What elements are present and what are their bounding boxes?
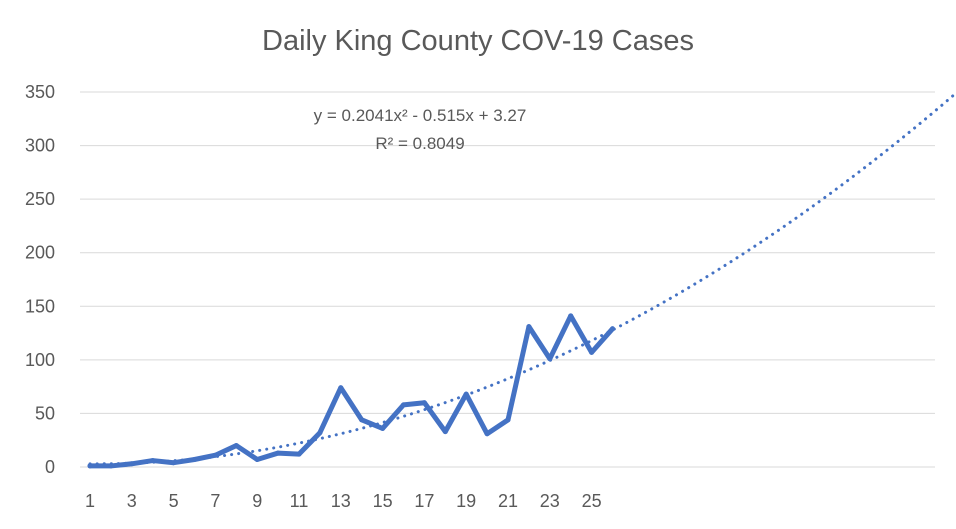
data-point [150,458,156,464]
data-point [610,326,615,332]
chart-title: Daily King County COV-19 Cases [262,25,694,57]
series-layer [87,313,615,469]
x-tick-label: 5 [169,491,179,511]
data-point [317,430,323,436]
x-tick-label: 19 [456,491,476,511]
x-tick-label: 7 [210,491,220,511]
x-tick-label: 11 [290,491,309,511]
y-tick-label: 50 [35,403,55,423]
x-axis-ticks: 1 3 5 7 9 11 13 15 17 19 21 23 25 [85,491,602,511]
data-point [254,457,260,462]
data-point [421,400,427,406]
x-tick-label: 23 [540,491,560,511]
data-point [296,451,302,457]
data-point [568,313,574,319]
data-point [338,385,344,391]
data-point [359,417,365,423]
y-tick-label: 200 [25,243,55,263]
y-tick-label: 150 [25,296,55,316]
gridlines [80,91,935,468]
x-tick-label: 1 [85,491,95,511]
data-point [233,443,239,449]
data-point [505,417,511,423]
data-point [589,349,595,355]
y-tick-label: 350 [25,82,55,102]
data-point [275,450,281,456]
series-line [87,313,615,469]
data-point [171,460,177,466]
trendline-equation: y = 0.2041x² - 0.515x + 3.27 [314,106,527,125]
trendline [88,91,956,466]
x-tick-label: 21 [498,491,518,511]
y-axis-ticks: 0 50 100 150 200 250 300 350 [25,82,55,477]
y-tick-label: 300 [25,136,55,156]
x-tick-label: 13 [331,491,351,511]
data-point [463,391,469,397]
data-point [380,425,386,431]
data-point [192,457,197,462]
y-tick-label: 250 [25,189,55,209]
data-point [129,461,135,467]
x-tick-label: 9 [252,491,262,511]
data-point [401,402,406,408]
data-point [442,429,448,435]
data-point [526,324,532,330]
data-point [212,452,218,458]
data-point [87,463,93,469]
data-point [484,431,490,437]
trendline-r-squared: R² = 0.8049 [375,134,464,153]
x-tick-label: 3 [127,491,137,511]
x-tick-label: 25 [582,491,602,511]
trendline-layer [88,91,956,466]
x-tick-label: 17 [414,491,434,511]
y-tick-label: 0 [45,457,55,477]
x-tick-label: 15 [373,491,393,511]
y-tick-label: 100 [25,350,55,370]
data-point [108,463,114,469]
data-point [547,356,553,362]
